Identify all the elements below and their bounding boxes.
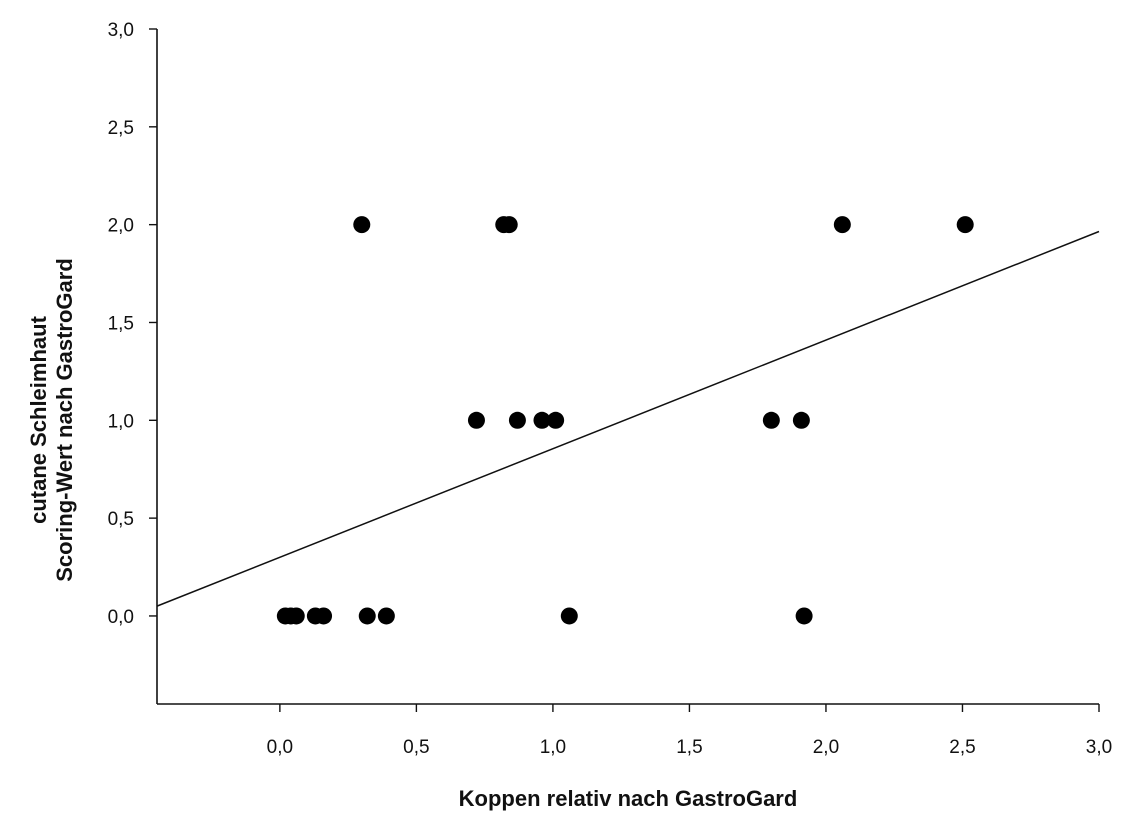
regression-line-group <box>156 230 1100 607</box>
y-tick-label: 0,5 <box>108 509 134 530</box>
data-point <box>956 216 974 234</box>
y-tick-label: 1,5 <box>108 313 134 334</box>
y-axis-title-line-1: cutane Schleimhaut <box>26 315 51 524</box>
regression-line <box>156 230 1100 607</box>
data-point <box>500 216 518 234</box>
y-tick-label: 1,0 <box>108 411 134 432</box>
x-axis-title: Koppen relativ nach GastroGard <box>459 786 798 811</box>
data-point <box>508 411 526 429</box>
data-point <box>795 607 813 625</box>
data-point <box>358 607 376 625</box>
data-points <box>276 216 974 625</box>
data-point <box>467 411 485 429</box>
data-point <box>353 216 371 234</box>
data-point <box>315 607 333 625</box>
y-axis-ticks: 0,0 0,5 1,0 1,5 2,0 2,5 3,0 <box>108 20 157 628</box>
y-axis-title-line-2: Scoring-Wert nach GastroGard <box>52 258 77 582</box>
data-point <box>833 216 851 234</box>
y-tick-label: 2,5 <box>108 118 134 139</box>
x-tick-label: 2,5 <box>949 737 975 758</box>
data-point <box>792 411 810 429</box>
x-tick-label: 1,5 <box>676 737 702 758</box>
data-point <box>287 607 305 625</box>
x-tick-label: 2,0 <box>813 737 839 758</box>
x-tick-label: 3,0 <box>1086 737 1112 758</box>
x-tick-label: 1,0 <box>540 737 566 758</box>
x-tick-label: 0,0 <box>267 737 293 758</box>
x-tick-label: 0,5 <box>403 737 429 758</box>
y-tick-label: 0,0 <box>108 607 134 628</box>
y-axis-title: cutane Schleimhaut Scoring-Wert nach Gas… <box>26 258 77 582</box>
data-point <box>560 607 578 625</box>
axes <box>156 29 1099 705</box>
x-axis-ticks: 0,0 0,5 1,0 1,5 2,0 2,5 3,0 <box>267 704 1112 758</box>
data-point <box>547 411 565 429</box>
data-point <box>377 607 395 625</box>
y-tick-label: 2,0 <box>108 216 134 237</box>
y-tick-label: 3,0 <box>108 20 134 41</box>
data-point <box>533 411 551 429</box>
data-point <box>762 411 780 429</box>
